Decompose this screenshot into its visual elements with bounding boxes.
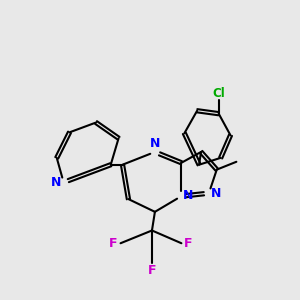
Text: N: N [211,187,222,200]
Text: F: F [184,237,193,250]
Text: N: N [51,176,61,189]
Text: N: N [183,189,194,202]
Text: N: N [150,137,160,150]
Text: F: F [148,264,156,277]
Text: Cl: Cl [212,87,225,100]
Text: F: F [109,237,118,250]
